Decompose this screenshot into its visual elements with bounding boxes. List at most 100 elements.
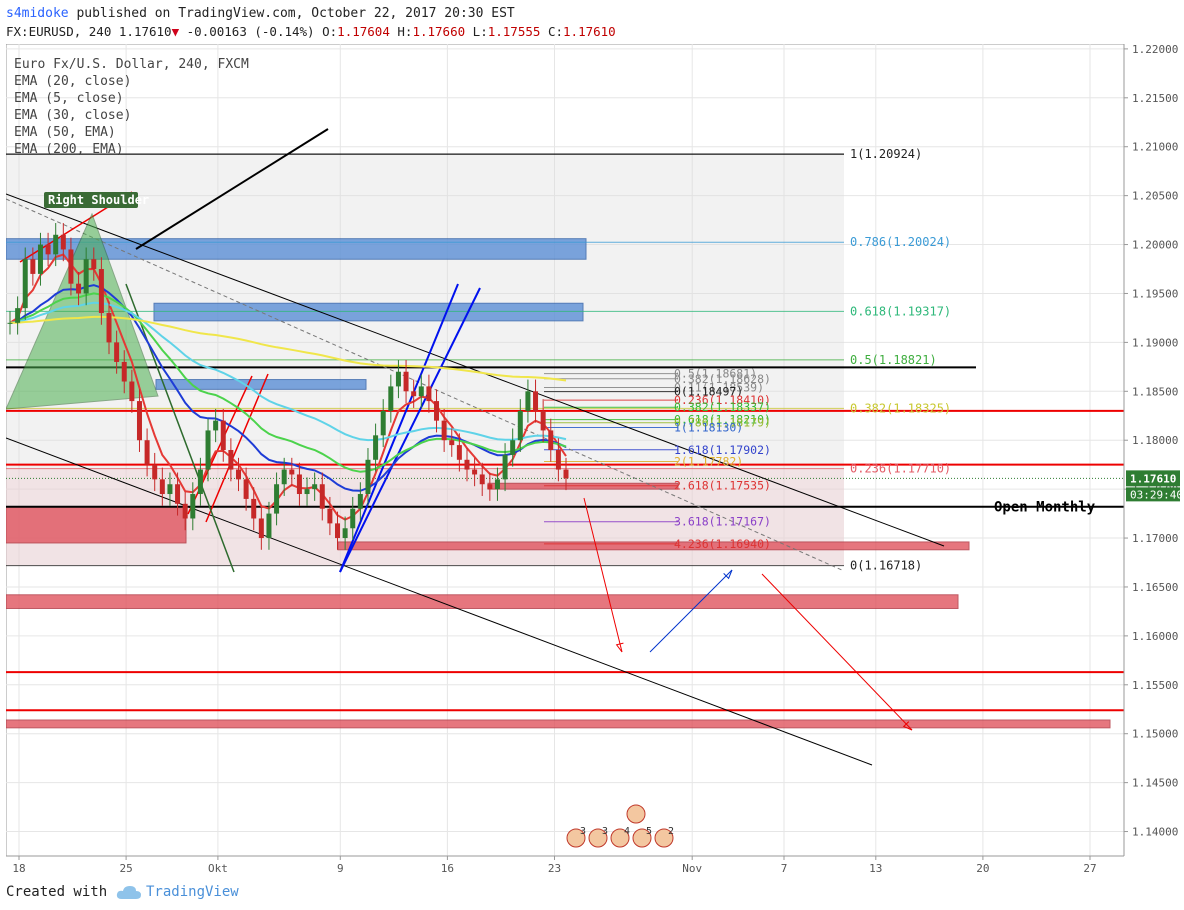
price-tick-label: 1.19000 <box>1132 336 1178 349</box>
fib-ext-label: 0(1.18497) <box>674 385 743 399</box>
time-axis[interactable]: 18 25 Okt 9 16 23 Nov 7 13 20 27 <box>6 855 1182 876</box>
price-chart[interactable]: Right Shoulder 1(1.20924) 0.786(1.20024) 0… <box>5 43 1183 876</box>
legend-entry: EMA (30, close) <box>14 108 131 123</box>
candle-body <box>266 513 272 539</box>
candle-body <box>68 249 74 284</box>
price-axis-bg <box>1124 44 1182 856</box>
price-tick-label: 1.15000 <box>1132 728 1178 741</box>
candle-body <box>335 523 341 539</box>
fib-level-label: 0.618(1.19317) <box>850 304 951 318</box>
candle-body <box>418 386 424 397</box>
candle-body <box>426 386 432 402</box>
candle-body <box>357 494 363 509</box>
time-tick-label: 13 <box>869 862 882 875</box>
last-price-label: 1.17610 <box>1130 472 1176 485</box>
fib-level-label: 0.382(1.18325) <box>850 401 951 415</box>
candle-body <box>525 391 531 411</box>
price-tick-label: 1.21000 <box>1132 141 1178 154</box>
price-tick-label: 1.16500 <box>1132 581 1178 594</box>
time-tick-label: Nov <box>682 862 702 875</box>
price-tick-label: 1.14000 <box>1132 826 1178 839</box>
candle-body <box>388 386 394 411</box>
fib-level-label: 0.236(1.17710) <box>850 462 951 476</box>
time-tick-label: 7 <box>781 862 788 875</box>
event-count: 3 <box>602 826 608 837</box>
right-shoulder-label: Right Shoulder <box>48 193 149 207</box>
candle-body <box>243 479 249 499</box>
fib-level-label: 0.5(1.18821) <box>850 353 937 367</box>
trend-line <box>5 193 945 547</box>
fib-ext-label: 0.5(1.18681) <box>674 367 757 381</box>
price-axis[interactable]: 1.22000 1.21500 1.21000 1.20500 1.20000 1.195… <box>1123 43 1183 856</box>
candle-body <box>7 322 13 324</box>
candle-body <box>456 445 462 460</box>
chart-header: s4midoke published on TradingView.com, O… <box>0 0 1184 44</box>
price-change: -0.00163 (-0.14%) <box>186 24 315 39</box>
candle-body <box>37 244 43 274</box>
legend-entry: EMA (20, close) <box>14 74 131 89</box>
price-tick-label: 1.21500 <box>1132 92 1178 105</box>
fib-labels: 1(1.20924) 0.786(1.20024) 0.618(1.19317) 0.… <box>674 147 1096 572</box>
zone-rect <box>153 302 584 322</box>
candle-body <box>464 459 470 470</box>
candle-body <box>403 371 409 392</box>
tradingview-logo-icon <box>116 886 141 899</box>
price-tick-label: 1.22000 <box>1132 44 1178 56</box>
candle-body <box>60 234 66 250</box>
candle-body <box>98 269 104 314</box>
candles <box>7 223 569 550</box>
event-count: 2 <box>668 826 674 837</box>
candle-body <box>205 430 211 470</box>
candle-body <box>220 420 226 450</box>
projection-arrow <box>761 573 913 731</box>
fib-ext-label: 0.382(1.18628) <box>674 372 771 386</box>
fib-ext-label: 0.11(1.18539) <box>674 380 764 394</box>
candle-body <box>434 401 440 421</box>
candle-body <box>319 484 325 509</box>
candle-body <box>350 508 356 529</box>
tradingview-link[interactable]: TradingView <box>146 884 239 900</box>
fib-ext-label: 1(1.18130) <box>674 420 743 434</box>
chart-area[interactable]: Right Shoulder 1(1.20924) 0.786(1.20024) 0… <box>5 43 1183 876</box>
candle-body <box>449 440 455 446</box>
event-flag-icon <box>626 804 646 824</box>
price-tick-label: 1.18500 <box>1132 385 1178 398</box>
fib-ext-label: 4.236(1.16940) <box>674 537 771 551</box>
indicator-legend: Euro Fx/U.S. Dollar, 240, FXCM EMA (20, c… <box>14 57 249 157</box>
ema-line <box>9 315 567 382</box>
event-flag-icon <box>632 828 652 848</box>
candle-body <box>304 489 310 495</box>
candle-body <box>213 420 219 431</box>
zone-rect <box>5 594 959 609</box>
trend-line <box>135 128 329 250</box>
candle-body <box>411 391 417 397</box>
price-tick-label: 1.15500 <box>1132 679 1178 692</box>
candle-body <box>182 503 188 519</box>
annotation-badge <box>44 192 138 208</box>
candle-body <box>136 401 142 441</box>
candle-body <box>144 440 150 465</box>
event-badges[interactable]: 3 3 4 5 2 <box>566 804 674 848</box>
countdown-badge <box>1126 487 1180 502</box>
price-tick-label: 1.20000 <box>1132 239 1178 252</box>
fib-ext-label: 0.786(1.18179) <box>674 416 771 430</box>
footer: Created with TradingView <box>0 876 1184 910</box>
fib-level-label: 0(1.16718) <box>850 559 922 573</box>
legend-entry: EMA (5, close) <box>14 91 124 106</box>
shoulder-pattern: Right Shoulder <box>5 192 235 573</box>
time-tick-label: 23 <box>548 862 561 875</box>
candle-body <box>555 450 561 470</box>
candle-body <box>373 435 379 460</box>
price-tick-label: 1.20500 <box>1132 190 1178 203</box>
supply-demand-zones <box>5 238 1111 729</box>
low-label: L: <box>472 24 488 39</box>
time-tick-label: Okt <box>208 862 228 875</box>
author-link[interactable]: s4midoke <box>6 6 69 21</box>
candle-body <box>121 361 127 382</box>
close-label: C: <box>547 24 564 39</box>
candle-body <box>190 494 196 519</box>
open-monthly-label: Open Monthly <box>994 500 1096 516</box>
candle-body <box>548 430 554 450</box>
fib-ext-label: 1.618(1.17902) <box>674 443 771 457</box>
candle-body <box>30 259 36 274</box>
